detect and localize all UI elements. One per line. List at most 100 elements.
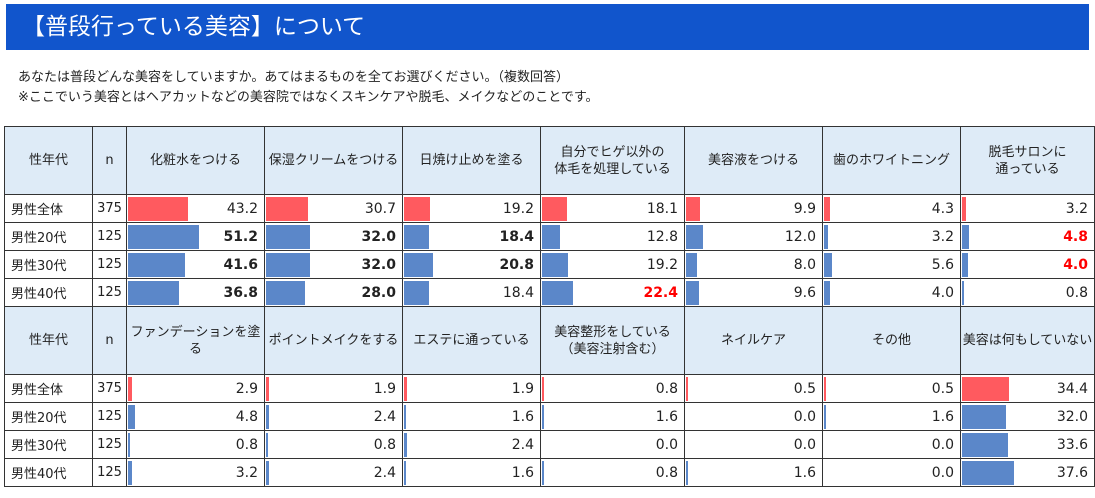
column-header-line: 日焼け止めを塗る — [419, 153, 524, 168]
value-label: 41.6 — [223, 257, 258, 273]
column-header: エステに通っている — [402, 306, 541, 375]
value-bar — [266, 197, 309, 221]
value-bar — [962, 225, 969, 249]
row-n: 125 — [92, 222, 127, 251]
value-label: 0.5 — [931, 381, 954, 397]
column-header: その他 — [822, 306, 961, 375]
value-cell: 4.0 — [960, 250, 1095, 279]
row-label: 男性全体 — [4, 194, 93, 223]
value-cell: 3.2 — [822, 222, 961, 251]
value-cell: 30.7 — [264, 194, 403, 223]
value-label: 5.6 — [931, 257, 954, 273]
value-bar — [824, 281, 830, 305]
value-label: 4.8 — [235, 409, 258, 425]
value-bar — [962, 377, 1010, 401]
value-bar — [686, 461, 689, 485]
value-cell: 0.8 — [540, 458, 685, 487]
value-label: 30.7 — [364, 201, 396, 217]
value-bar — [404, 281, 430, 305]
value-cell: 4.3 — [822, 194, 961, 223]
value-cell: 8.0 — [684, 250, 823, 279]
value-bar — [266, 433, 268, 457]
column-header-line: ポイントメイクをする — [268, 333, 399, 348]
value-cell: 12.8 — [540, 222, 685, 251]
value-label: 8.0 — [793, 257, 816, 273]
column-header: ファンデーションを塗る — [126, 306, 265, 375]
value-label: 0.0 — [655, 437, 678, 453]
column-header: ネイルケア — [684, 306, 823, 375]
value-bar — [404, 253, 433, 277]
value-bar — [128, 377, 132, 401]
value-bar — [686, 197, 700, 221]
row-n: 125 — [92, 458, 127, 487]
value-label: 3.2 — [931, 229, 954, 245]
value-bar — [962, 405, 1007, 429]
value-cell: 2.9 — [126, 374, 265, 403]
value-label: 0.8 — [235, 437, 258, 453]
value-label: 1.6 — [793, 465, 816, 481]
value-cell: 20.8 — [402, 250, 541, 279]
value-cell: 32.0 — [264, 250, 403, 279]
value-bar — [542, 225, 560, 249]
value-bar — [404, 377, 407, 401]
value-bar — [128, 281, 179, 305]
value-cell: 4.0 — [822, 278, 961, 307]
header-n: n — [92, 126, 127, 195]
header-age-group: 性年代 — [4, 306, 93, 375]
value-label: 0.8 — [655, 381, 678, 397]
value-bar — [404, 225, 430, 249]
value-bar — [686, 225, 703, 249]
value-label: 12.0 — [784, 229, 816, 245]
value-label: 3.2 — [235, 465, 258, 481]
value-label: 37.6 — [1056, 465, 1088, 481]
value-cell: 0.8 — [540, 374, 685, 403]
value-label: 2.4 — [373, 465, 396, 481]
value-cell: 9.9 — [684, 194, 823, 223]
value-bar — [266, 461, 270, 485]
column-header-line: 化粧水をつける — [149, 153, 241, 168]
value-label: 20.8 — [499, 257, 534, 273]
value-bar — [542, 405, 545, 429]
value-cell: 22.4 — [540, 278, 685, 307]
value-bar — [266, 225, 311, 249]
column-header-line: 歯のホワイトニング — [832, 153, 950, 168]
value-bar — [128, 253, 186, 277]
value-bar — [824, 377, 826, 401]
value-cell: 41.6 — [126, 250, 265, 279]
row-n: 375 — [92, 374, 127, 403]
column-header-line: 美容液をつける — [707, 153, 799, 168]
value-label: 36.8 — [223, 285, 258, 301]
value-cell: 0.0 — [684, 402, 823, 431]
column-header: 美容整形をしている （美容注射含む） — [540, 306, 685, 375]
value-cell: 5.6 — [822, 250, 961, 279]
value-cell: 1.9 — [402, 374, 541, 403]
row-n: 125 — [92, 430, 127, 459]
value-bar — [266, 377, 269, 401]
row-n: 125 — [92, 250, 127, 279]
value-label: 1.6 — [511, 409, 534, 425]
value-bar — [962, 281, 964, 305]
value-cell: 0.8 — [264, 430, 403, 459]
value-label: 0.0 — [793, 409, 816, 425]
survey-results-table: 性年代 n 化粧水をつける 保湿クリームをつける 日焼け止めを塗る 自分でヒゲ以外の 体毛を… — [4, 126, 1095, 487]
value-cell: 2.4 — [402, 430, 541, 459]
value-cell: 1.9 — [264, 374, 403, 403]
column-header: 美容液をつける — [684, 126, 823, 195]
value-label: 4.8 — [1063, 229, 1088, 245]
value-cell: 28.0 — [264, 278, 403, 307]
value-cell: 2.4 — [264, 458, 403, 487]
value-cell: 4.8 — [126, 402, 265, 431]
value-bar — [962, 253, 968, 277]
column-header: 日焼け止めを塗る — [402, 126, 541, 195]
value-bar — [128, 225, 199, 249]
value-label: 19.2 — [502, 201, 534, 217]
value-bar — [824, 225, 829, 249]
column-header-line: 自分でヒゲ以外の — [560, 144, 665, 160]
value-label: 4.0 — [1063, 257, 1088, 273]
value-label: 2.4 — [511, 437, 534, 453]
value-label: 1.9 — [511, 381, 534, 397]
value-label: 9.6 — [793, 285, 816, 301]
survey-description: あなたは普段どんな美容をしていますか。あてはまるものを全てお選びください。（複数… — [18, 68, 599, 108]
value-cell: 18.4 — [402, 278, 541, 307]
note-text: ※ここでいう美容とはヘアカットなどの美容院ではなくスキンケアや脱毛、メイクなどの… — [18, 90, 599, 105]
